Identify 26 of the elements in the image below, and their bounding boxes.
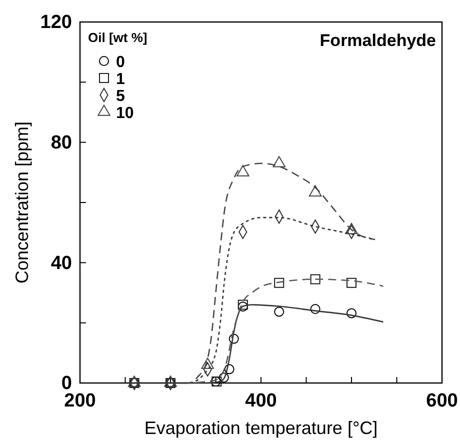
point [274, 306, 284, 317]
point [308, 185, 322, 196]
point [224, 364, 234, 374]
point [310, 304, 320, 314]
point [274, 278, 284, 288]
legend-label: 0 [116, 54, 125, 71]
point [346, 308, 357, 318]
point [228, 334, 239, 344]
point [345, 222, 358, 234]
x-tick-label: 600 [426, 390, 458, 412]
legend-label: 5 [116, 88, 125, 105]
text: Formaldehyde [320, 31, 436, 50]
point [236, 165, 250, 176]
legend-title: Oil [wt %] [88, 30, 148, 45]
y-tick-label: 40 [50, 252, 72, 274]
point [346, 278, 356, 288]
y-axis-title: Concentration [ppm] [12, 121, 32, 284]
point [272, 156, 286, 168]
point [310, 274, 320, 284]
x-axis-title: Evaporation temperature [°C] [144, 418, 378, 438]
y-tick-label: 80 [50, 132, 72, 154]
x-tick-label: 400 [245, 390, 277, 412]
legend-label: 1 [116, 71, 125, 88]
point [218, 372, 229, 383]
y-tick-label: 120 [40, 12, 72, 34]
legend-label: 10 [116, 105, 134, 122]
